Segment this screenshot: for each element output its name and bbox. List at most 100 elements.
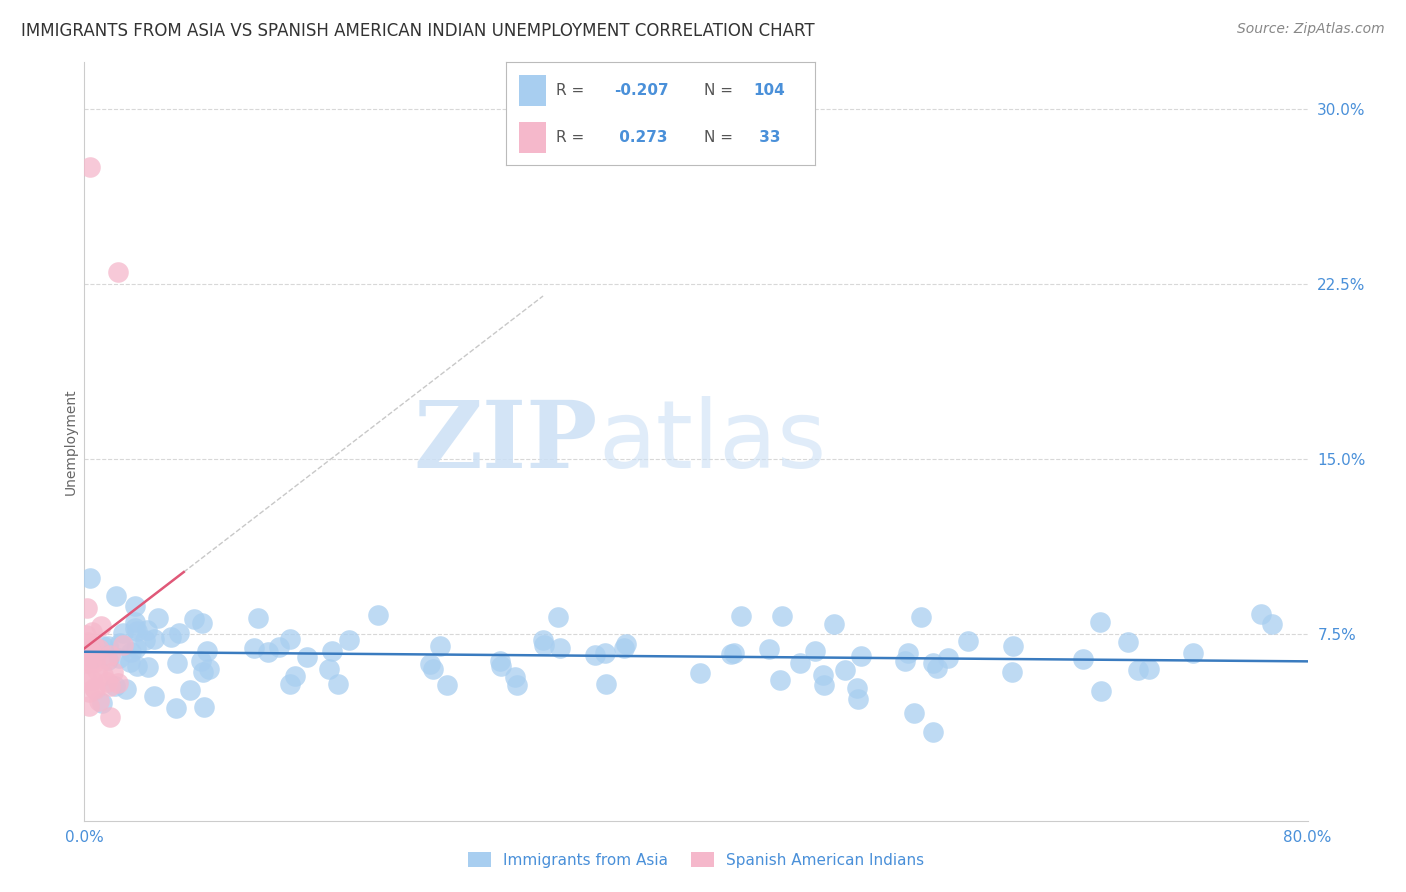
Point — [614, 637, 637, 651]
Point — [321, 644, 343, 658]
Point — [104, 679, 127, 693]
Point — [167, 625, 190, 640]
Point — [419, 657, 441, 672]
Point — [1090, 684, 1112, 698]
Point — [114, 682, 136, 697]
Point — [894, 654, 917, 668]
Point — [107, 676, 129, 690]
Point — [849, 648, 872, 663]
Point — [242, 640, 264, 655]
Point — [76, 601, 98, 615]
Point — [105, 589, 128, 603]
Point — [191, 616, 214, 631]
Point — [75, 655, 97, 669]
Text: -0.207: -0.207 — [614, 83, 669, 97]
Point — [531, 633, 554, 648]
Point — [98, 710, 121, 724]
Point — [823, 617, 845, 632]
Point — [720, 647, 742, 661]
Point — [846, 681, 869, 695]
Point — [84, 655, 107, 669]
Point — [97, 639, 120, 653]
Point — [75, 657, 97, 671]
Point — [922, 656, 945, 670]
Point — [87, 642, 110, 657]
Point — [79, 571, 101, 585]
Point — [97, 653, 120, 667]
Point — [134, 633, 156, 648]
Legend: Immigrants from Asia, Spanish American Indians: Immigrants from Asia, Spanish American I… — [461, 846, 931, 873]
Point — [191, 665, 214, 680]
Point — [284, 669, 307, 683]
Point — [789, 656, 811, 670]
Point — [547, 610, 569, 624]
Point — [1002, 639, 1025, 653]
Point — [91, 696, 114, 710]
Text: N =: N = — [704, 130, 733, 145]
Point — [79, 684, 101, 698]
Text: 33: 33 — [754, 130, 780, 145]
Point — [813, 677, 835, 691]
Text: Source: ZipAtlas.com: Source: ZipAtlas.com — [1237, 22, 1385, 37]
Point — [505, 678, 527, 692]
Point — [295, 649, 318, 664]
Point — [846, 692, 869, 706]
Point — [267, 640, 290, 654]
Point — [811, 667, 834, 681]
Point — [96, 651, 118, 665]
Point — [98, 679, 121, 693]
Point — [96, 675, 118, 690]
Point — [80, 654, 103, 668]
Point — [79, 161, 101, 175]
Point — [595, 677, 617, 691]
Point — [337, 633, 360, 648]
Point — [82, 651, 104, 665]
Point — [75, 649, 97, 664]
Point — [142, 632, 165, 647]
Point — [770, 609, 793, 624]
Point — [143, 689, 166, 703]
Point — [195, 644, 218, 658]
Point — [1137, 662, 1160, 676]
Text: IMMIGRANTS FROM ASIA VS SPANISH AMERICAN INDIAN UNEMPLOYMENT CORRELATION CHART: IMMIGRANTS FROM ASIA VS SPANISH AMERICAN… — [21, 22, 814, 40]
Point — [80, 645, 103, 659]
Point — [165, 701, 187, 715]
Point — [768, 673, 790, 687]
Point — [124, 615, 146, 629]
Point — [436, 678, 458, 692]
Point — [135, 623, 157, 637]
Point — [723, 646, 745, 660]
Point — [91, 668, 114, 682]
Point — [120, 644, 142, 658]
Point — [179, 682, 201, 697]
Point — [146, 611, 169, 625]
Point — [318, 662, 340, 676]
Point — [897, 646, 920, 660]
Point — [936, 651, 959, 665]
Point — [124, 621, 146, 635]
Point — [804, 644, 827, 658]
Text: 104: 104 — [754, 83, 786, 97]
Point — [83, 639, 105, 653]
FancyBboxPatch shape — [519, 75, 547, 105]
Point — [1182, 646, 1205, 660]
Point — [927, 661, 949, 675]
Point — [125, 659, 148, 673]
Point — [910, 610, 932, 624]
Point — [593, 646, 616, 660]
Point — [87, 694, 110, 708]
Point — [77, 698, 100, 713]
Point — [75, 627, 97, 641]
Point — [190, 654, 212, 668]
Point — [422, 662, 444, 676]
Point — [160, 631, 183, 645]
Point — [367, 608, 389, 623]
Point — [1090, 615, 1112, 629]
Point — [1071, 652, 1094, 666]
Point — [256, 645, 278, 659]
Point — [77, 634, 100, 648]
Point — [111, 639, 134, 653]
Point — [111, 625, 134, 640]
Point — [903, 706, 925, 720]
Point — [1116, 634, 1139, 648]
